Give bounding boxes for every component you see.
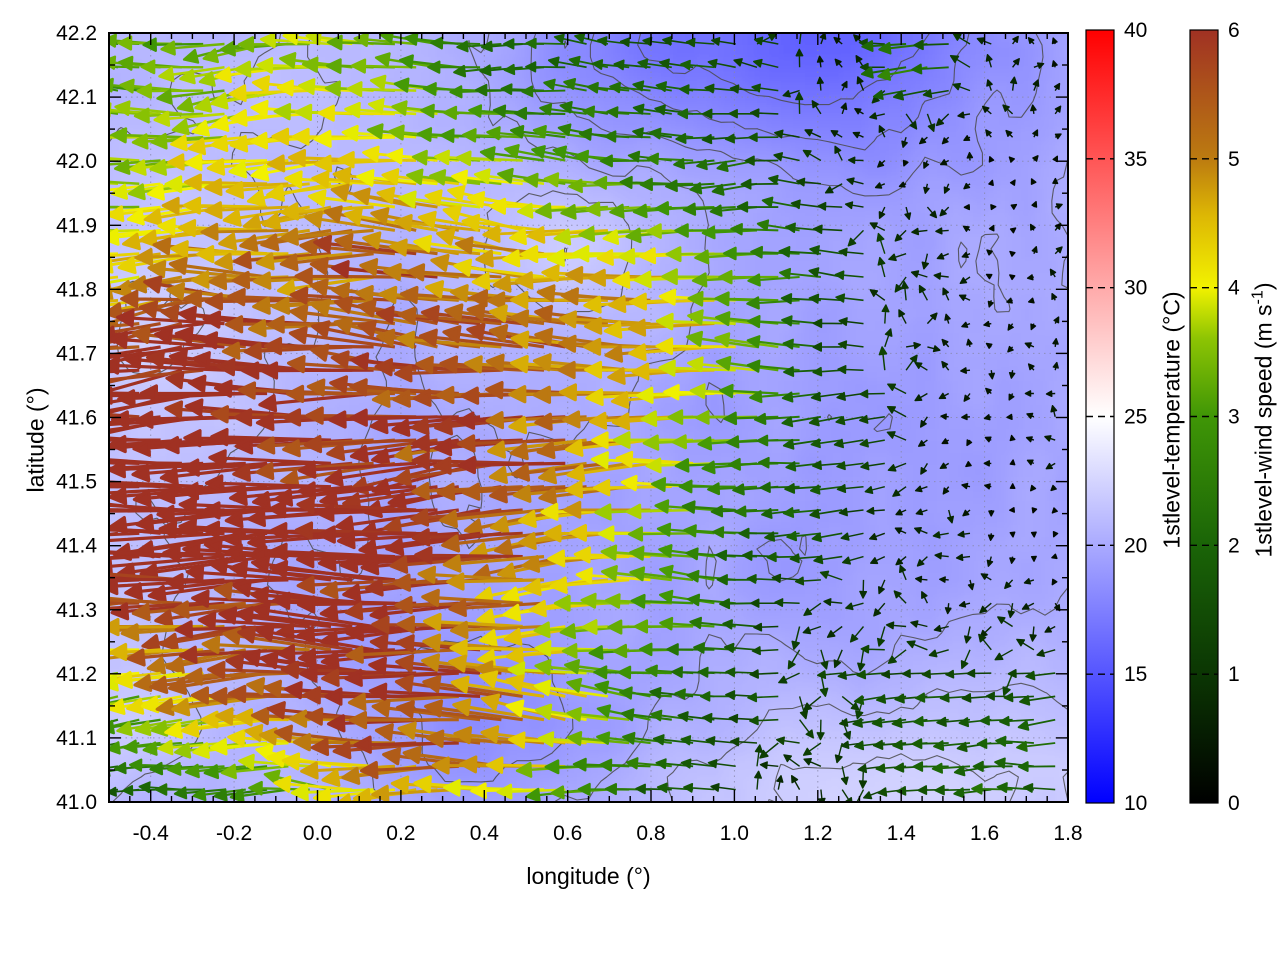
x-tick-label: 0.4 [470,822,500,845]
temperature-colorbar-tick-label: 10 [1124,792,1147,815]
wind-colorbar-tick-label: 0 [1228,792,1240,815]
wind-vectors [109,33,1063,802]
axis-tick-labels: -0.4 -0.2 0.0 0.2 0.4 0.6 0.8 1.0 1.2 1.4 1.6 1.8 41… [56,22,1082,845]
x-tick-label: 0.8 [636,822,665,845]
wind-colorbar-labels: 0 1 2 3 4 5 6 [1228,19,1240,815]
temperature-colorbar-tick-label: 20 [1124,534,1147,557]
wind-colorbar-tick-label: 3 [1228,406,1240,429]
wind-colorbar-title-superscript: -1 [1248,290,1267,305]
wind-colorbar-title-main: 1stlevel-wind speed (m s [1250,304,1277,558]
y-axis-title: latitude (°) [22,387,49,493]
temperature-colorbar-tick-label: 40 [1124,19,1147,42]
wind-colorbar-tick-label: 4 [1228,277,1240,300]
x-tick-label: 0.2 [386,822,415,845]
y-tick-label: 41.1 [56,727,97,750]
temperature-colorbar-tick-label: 30 [1124,277,1147,300]
x-tick-label: 0.0 [303,822,332,845]
x-tick-label: -0.4 [133,822,170,845]
x-tick-label: 1.4 [887,822,917,845]
y-tick-label: 41.3 [56,599,97,622]
y-tick-label: 41.4 [56,535,97,558]
wind-colorbar-title-end: ) [1250,282,1277,291]
wind-colorbar-title: 1stlevel-wind speed (m s-1) [1249,282,1278,557]
y-tick-label: 41.2 [56,663,97,686]
x-tick-label: -0.2 [216,822,252,845]
y-tick-label: 41.6 [56,407,97,430]
temperature-colorbar-tick-label: 15 [1124,663,1147,686]
y-tick-label: 42.1 [56,86,97,109]
y-tick-label: 41.0 [56,791,97,814]
wind-colorbar-ticks [1190,158,1218,675]
temperature-colorbar-tick-label: 25 [1124,406,1147,429]
axis-ticks [108,32,1069,803]
x-tick-label: 1.8 [1053,822,1082,845]
x-axis-title: longitude (°) [526,863,651,889]
y-tick-label: 42.0 [56,150,97,173]
x-tick-label: 1.6 [970,822,999,845]
y-tick-label: 41.7 [56,342,97,365]
y-tick-label: 41.5 [56,471,97,494]
wind-colorbar-tick-label: 2 [1228,534,1240,557]
temperature-colorbar-tick-label: 35 [1124,148,1147,171]
temperature-colorbar-labels: 10 15 20 25 30 35 40 [1124,19,1147,815]
wind-colorbar-tick-label: 5 [1228,148,1240,171]
x-tick-label: 1.2 [803,822,832,845]
temperature-colorbar-ticks [1086,158,1114,675]
wind-colorbar-tick-label: 1 [1228,663,1240,686]
x-tick-label: 1.0 [720,822,749,845]
y-tick-label: 41.8 [56,278,97,301]
temperature-colorbar-title: 1stlevel-temperature (°C) [1158,291,1185,549]
y-tick-label: 41.9 [56,214,97,237]
y-tick-label: 42.2 [56,22,97,45]
x-tick-label: 0.6 [553,822,582,845]
wind-colorbar-tick-label: 6 [1228,19,1240,42]
